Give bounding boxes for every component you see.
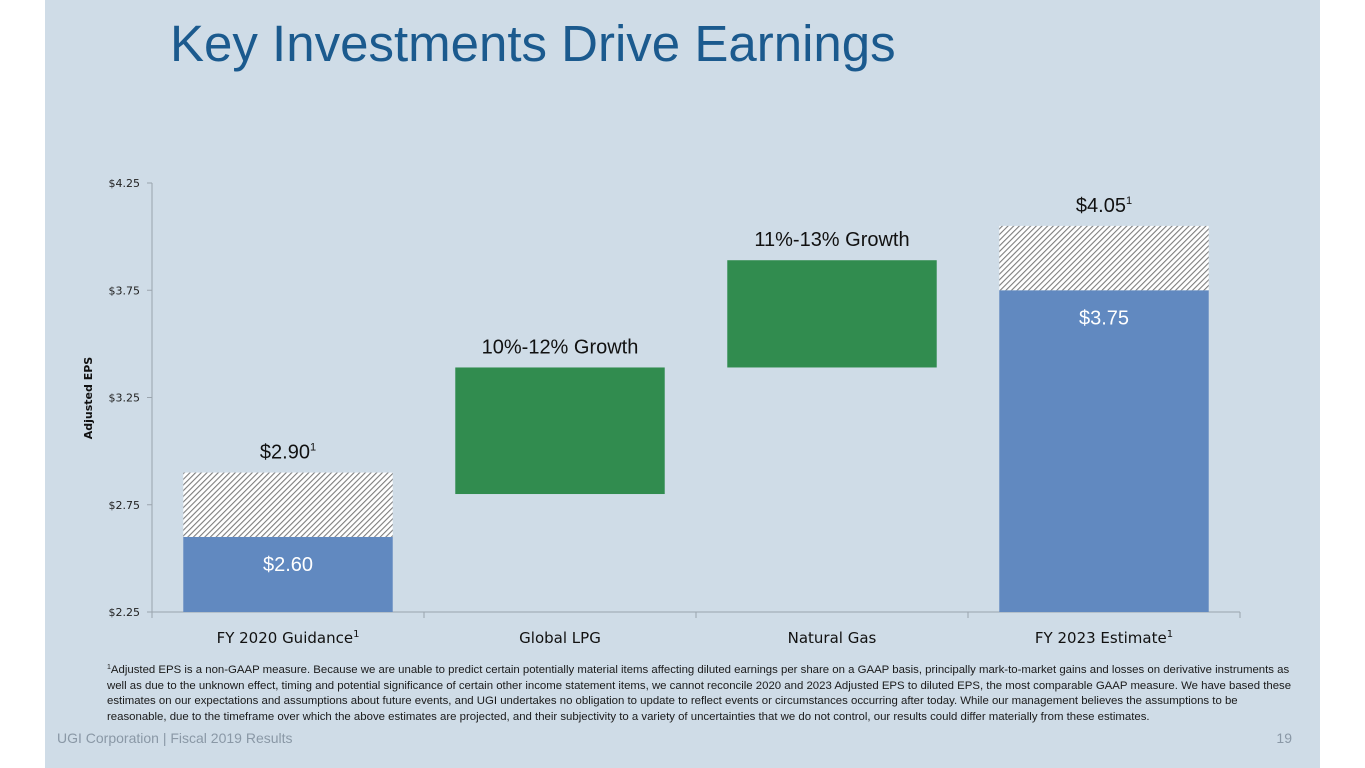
y-tick-label: $4.25 [109, 177, 141, 190]
chart-axes: $2.25 $2.75 $3.25 $3.75 $4.25 Adjusted EPS [82, 177, 1241, 619]
x-tick-label: Global LPG [519, 629, 601, 647]
footnote-text: Adjusted EPS is a non-GAAP measure. Beca… [107, 664, 1292, 723]
base-bar [999, 290, 1209, 612]
hatch-bar [183, 472, 393, 537]
hatch-bar [999, 225, 1209, 291]
footnote: 1Adjusted EPS is a non-GAAP measure. Bec… [107, 660, 1297, 725]
y-tick-label: $3.25 [109, 392, 141, 405]
page-number: 19 [1276, 730, 1292, 746]
data-label: $2.60 [263, 554, 313, 576]
y-tick-label: $2.75 [109, 499, 141, 512]
data-label: 11%-13% Growth [754, 229, 909, 251]
growth-bar [727, 260, 937, 368]
chart-labels: FY 2020 Guidance1 Global LPG Natural Gas FY… [217, 195, 1174, 647]
slide-title: Key Investments Drive Earnings [170, 15, 896, 72]
growth-bar [455, 367, 665, 495]
data-label: $4.051 [1076, 195, 1132, 217]
x-tick-label: FY 2023 Estimate1 [1035, 629, 1173, 647]
y-tick-label: $2.25 [109, 606, 141, 619]
x-tick-label: Natural Gas [788, 629, 877, 647]
base-bar [183, 536, 393, 612]
footer-company: UGI Corporation | Fiscal 2019 Results [57, 730, 293, 746]
y-tick-label: $3.75 [109, 284, 141, 297]
data-label: 10%-12% Growth [482, 336, 639, 358]
x-tick-label: FY 2020 Guidance1 [217, 629, 360, 647]
footnote-marker: 1 [107, 664, 111, 671]
data-label: $2.901 [260, 442, 316, 464]
y-axis-title: Adjusted EPS [82, 357, 95, 440]
data-label: $3.75 [1079, 307, 1129, 329]
chart-bars [183, 225, 1209, 612]
